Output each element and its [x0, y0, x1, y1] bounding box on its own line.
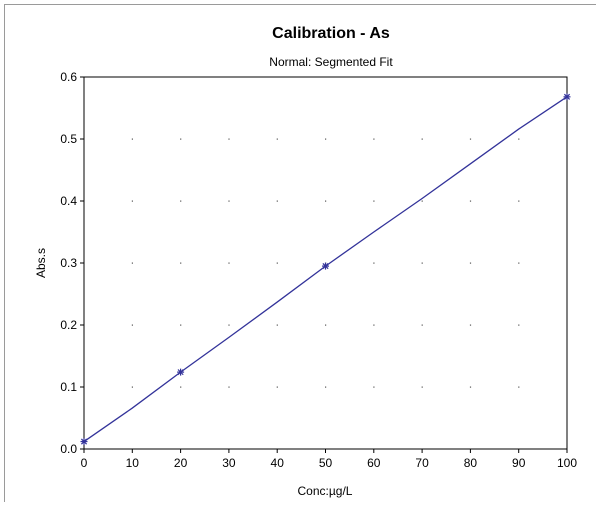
grid-dot: [469, 324, 472, 326]
grid-dot: [469, 262, 472, 264]
grid-dot: [421, 386, 423, 388]
grid-dot: [518, 324, 520, 326]
grid-dot: [373, 200, 375, 202]
grid-dots: [131, 138, 520, 388]
grid-dot: [131, 262, 133, 264]
y-axis-ticks: 0.0 0.1 0.2 0.3 0.4 0.5 0.6: [60, 70, 84, 456]
grid-dot: [325, 200, 327, 202]
y-tick-label: 0.4: [60, 194, 77, 208]
marker-stroke: [80, 438, 88, 445]
x-tick-label: 90: [512, 456, 526, 470]
grid-dot: [276, 386, 278, 388]
grid-dot: [180, 386, 182, 388]
grid-dot: [180, 262, 182, 264]
grid-dot: [276, 200, 278, 202]
grid-dot: [421, 262, 423, 264]
grid-dot: [518, 386, 520, 388]
grid-dot: [131, 200, 133, 202]
x-tick-label: 30: [222, 456, 236, 470]
marker-stroke: [177, 369, 184, 376]
grid-dot: [228, 138, 230, 140]
x-tick-label: 100: [557, 456, 577, 470]
grid-dot: [131, 324, 133, 326]
x-axis-label: Conc:µg/L: [298, 484, 353, 498]
grid-dot: [228, 324, 230, 326]
grid-dot: [469, 200, 472, 202]
data-point-marker: [563, 93, 571, 101]
data-point-marker: [177, 368, 185, 376]
grid-dot: [325, 386, 327, 388]
data-point-marker: [322, 262, 329, 270]
chart-subtitle: Normal: Segmented Fit: [269, 55, 393, 69]
series-layer: [80, 93, 571, 446]
grid-dot: [276, 138, 278, 140]
marker-stroke: [563, 93, 571, 100]
y-axis-label: Abs.s: [34, 248, 48, 278]
grid-dot: [228, 386, 230, 388]
y-tick-label: 0.6: [60, 70, 77, 84]
x-tick-label: 80: [464, 456, 478, 470]
data-point-marker: [80, 438, 88, 446]
y-tick-label: 0.1: [60, 380, 77, 394]
chart-frame: [4, 4, 596, 502]
y-tick-label: 0.5: [60, 132, 77, 146]
grid-dot: [373, 386, 375, 388]
x-axis-ticks: 0 10 20 30 40 50 60 70 80 90 100: [81, 449, 577, 470]
grid-dot: [325, 324, 327, 326]
grid-dot: [131, 138, 133, 140]
grid-dot: [228, 200, 230, 202]
grid-dot: [373, 138, 375, 140]
grid-dot: [131, 386, 133, 388]
x-tick-label: 10: [126, 456, 140, 470]
x-tick-label: 0: [81, 456, 88, 470]
x-tick-label: 70: [415, 456, 429, 470]
x-tick-label: 20: [174, 456, 188, 470]
x-tick-label: 50: [319, 456, 333, 470]
grid-dot: [518, 138, 520, 140]
grid-dot: [373, 262, 375, 264]
marker-stroke: [322, 263, 329, 270]
y-tick-label: 0.0: [60, 442, 77, 456]
grid-dot: [180, 200, 182, 202]
grid-dot: [373, 324, 375, 326]
x-tick-label: 60: [367, 456, 381, 470]
grid-dot: [180, 138, 182, 140]
grid-dot: [421, 138, 423, 140]
grid-dot: [180, 324, 182, 326]
grid-dot: [276, 324, 278, 326]
grid-dot: [518, 262, 520, 264]
grid-dot: [469, 386, 472, 388]
chart-title: Calibration - As: [272, 25, 390, 42]
grid-dot: [325, 138, 327, 140]
grid-dot: [518, 200, 520, 202]
grid-dot: [228, 262, 230, 264]
grid-dot: [421, 200, 423, 202]
grid-dot: [469, 138, 472, 140]
y-tick-label: 0.2: [60, 318, 77, 332]
grid-dot: [276, 262, 278, 264]
x-tick-label: 40: [271, 456, 285, 470]
grid-dot: [421, 324, 423, 326]
y-tick-label: 0.3: [60, 256, 77, 270]
